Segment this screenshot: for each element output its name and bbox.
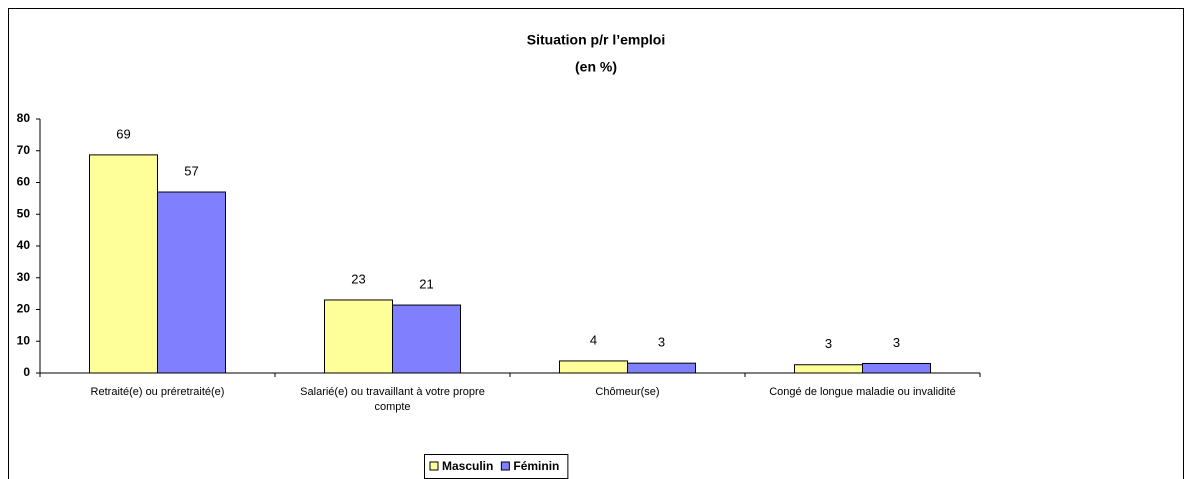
value-label: 4 — [590, 332, 597, 347]
y-tick-label: 50 — [17, 206, 31, 220]
x-tick-label: Salarié(e) ou travaillant à votre propre… — [300, 386, 485, 413]
y-tick-label: 0 — [23, 365, 30, 379]
bar — [559, 360, 628, 374]
y-tick-label: 40 — [17, 238, 31, 252]
y-tick-label: 70 — [17, 143, 31, 157]
x-tick-label-box: Retraité(e) ou préretraité(e) — [90, 386, 225, 398]
x-tick-label-box: Chômeur(se) — [595, 386, 660, 398]
bar — [89, 154, 158, 374]
x-tick-label-box: Salarié(e) ou travaillant à votre propre… — [300, 386, 485, 413]
legend: Masculin Féminin — [424, 454, 569, 479]
bar — [794, 364, 863, 374]
y-tick-label: 10 — [17, 333, 31, 347]
value-label: 3 — [825, 336, 832, 351]
y-tick-label: 80 — [17, 111, 31, 125]
value-label: 23 — [351, 271, 365, 286]
x-tick-label: Retraité(e) ou préretraité(e) — [90, 386, 225, 398]
value-label: 3 — [893, 335, 900, 350]
legend-swatch — [429, 461, 439, 471]
bar — [324, 299, 393, 374]
x-tick-label-box: Congé de longue maladie ou invalidité — [769, 386, 956, 398]
y-tick-label: 30 — [17, 270, 31, 284]
value-label: 69 — [116, 126, 130, 141]
y-tick-label: 20 — [17, 302, 31, 316]
bar — [862, 362, 931, 374]
bar — [392, 304, 461, 374]
y-tick-label: 60 — [17, 175, 31, 189]
legend-swatch — [500, 461, 510, 471]
legend-label: Féminin — [513, 459, 559, 473]
legend-box — [424, 454, 569, 479]
legend-label: Masculin — [442, 459, 493, 473]
value-label: 21 — [419, 276, 433, 291]
value-label: 57 — [184, 163, 198, 178]
bar — [627, 362, 696, 374]
chart-title: Situation p/r l’emploi — [527, 32, 665, 48]
bar — [157, 191, 226, 374]
value-label: 3 — [658, 335, 665, 350]
x-tick-label: Congé de longue maladie ou invalidité — [769, 386, 956, 398]
x-tick-label: Chômeur(se) — [595, 386, 660, 398]
chart-subtitle: (en %) — [575, 59, 617, 75]
